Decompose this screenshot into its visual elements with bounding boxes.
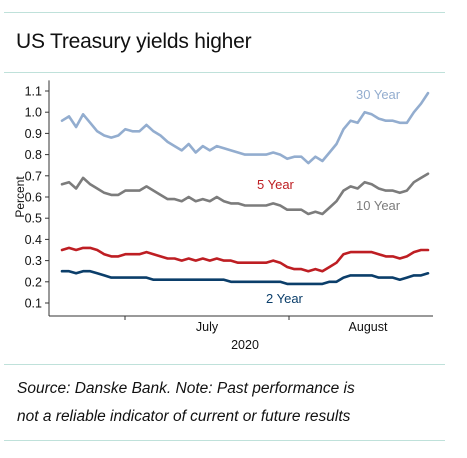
y-tick-label: 0.2 xyxy=(25,275,42,289)
series-lines xyxy=(60,91,430,286)
bottom-rule xyxy=(4,440,445,441)
chart-bottom-rule xyxy=(4,364,445,365)
top-rule xyxy=(4,12,445,13)
series-label-5-year: 5 Year xyxy=(257,177,295,192)
y-tick-label: 0.8 xyxy=(25,148,42,162)
chart-title: US Treasury yields higher xyxy=(16,30,252,53)
y-tick-label: 1.1 xyxy=(25,85,42,99)
y-tick-label: 0.4 xyxy=(25,233,42,247)
y-axis-title: Percent xyxy=(13,176,27,218)
series-label-2-year: 2 Year xyxy=(266,291,304,306)
y-tick-label: 0.6 xyxy=(25,191,42,205)
y-axis-ticks: 0.1 0.2 0.3 0.4 0.5 0.6 0.7 0.8 0.9 1.0 1.1 xyxy=(25,85,49,311)
x-tick-label: August xyxy=(349,320,388,334)
x-axis-title: 2020 xyxy=(231,338,259,352)
x-tick-label: July xyxy=(196,320,219,334)
series-label-30-year: 30 Year xyxy=(356,87,401,102)
series-label-10-year: 10 Year xyxy=(356,198,401,213)
series-line-5-year xyxy=(60,246,430,273)
series-line-2-year xyxy=(60,269,430,286)
title-rule xyxy=(4,72,445,73)
note-line-2: not a reliable indicator of current or f… xyxy=(17,408,351,425)
chart-card: US Treasury yields higher Source: Danske… xyxy=(4,12,463,452)
y-tick-label: 0.1 xyxy=(25,297,42,311)
series-line-30-year xyxy=(60,91,430,165)
y-tick-label: 0.9 xyxy=(25,127,42,141)
series-line-10-year xyxy=(60,172,430,216)
y-tick-label: 0.3 xyxy=(25,254,42,268)
note-line-1: Source: Danske Bank. Note: Past performa… xyxy=(17,380,355,397)
series-labels: 30 Year 10 Year 5 Year 2 Year xyxy=(257,87,401,306)
x-axis-ticks: July August xyxy=(124,316,388,334)
y-tick-label: 1.0 xyxy=(25,106,42,120)
y-tick-label: 0.7 xyxy=(25,169,42,183)
y-tick-label: 0.5 xyxy=(25,212,42,226)
